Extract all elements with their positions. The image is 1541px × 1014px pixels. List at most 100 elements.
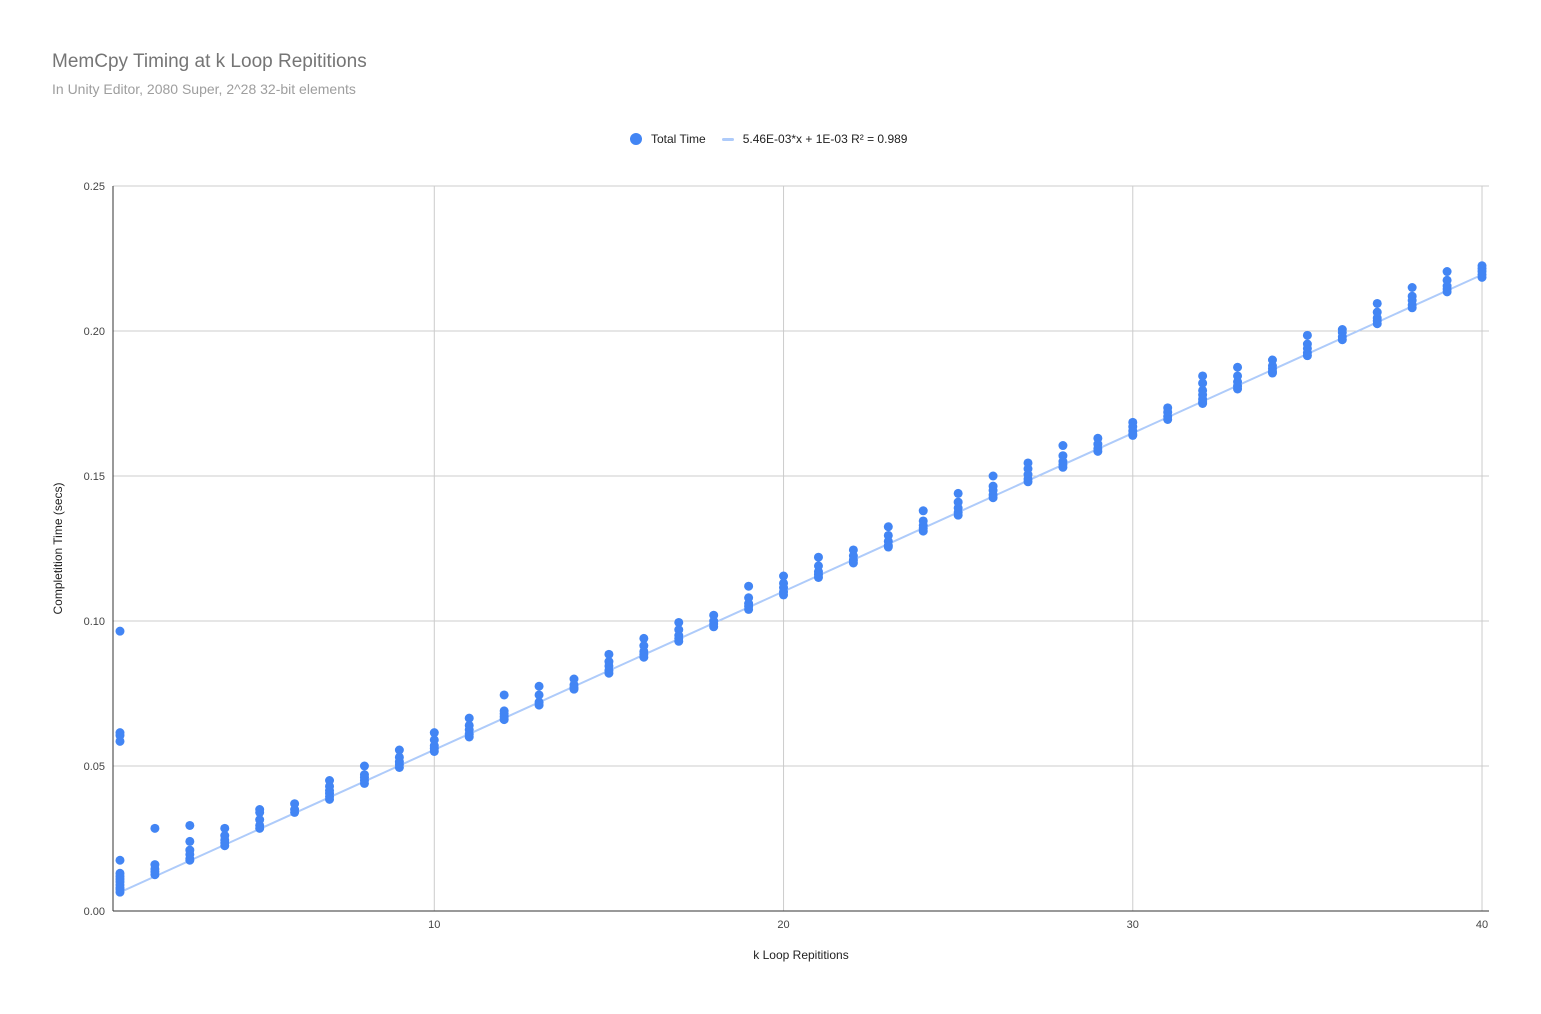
y-tick-label: 0.05 [84,761,105,773]
data-point [325,794,335,804]
legend-label-trendline: 5.46E-03*x + 1E-03 R² = 0.989 [742,132,908,146]
data-point [464,713,474,723]
y-tick-label: 0.15 [84,471,105,483]
data-point [1128,430,1138,440]
data-point [1407,303,1417,313]
data-point [569,684,579,694]
data-point [918,526,928,536]
data-point [988,493,998,503]
x-tick-label: 40 [1476,919,1488,931]
data-point [1058,441,1068,451]
data-point [220,841,230,851]
data-point [744,604,754,614]
trendline-layer [119,273,1483,894]
trendline [119,273,1483,894]
data-point [115,887,125,897]
data-point [1267,368,1277,378]
data-point [255,807,265,817]
data-point [1233,384,1243,394]
data-point [1372,298,1382,308]
data-point [115,855,125,865]
data-point [1198,399,1208,408]
x-tick-label: 20 [777,919,789,931]
data-point [813,552,823,562]
data-point [185,836,195,846]
x-tick-label: 10 [428,919,440,931]
data-point [394,745,404,755]
data-points [115,261,1487,897]
y-tick-label: 0.25 [84,181,105,193]
data-point [1093,446,1103,456]
data-point [534,690,544,700]
data-point [115,736,125,746]
data-point [953,510,963,520]
data-point [813,573,823,582]
y-tick-label: 0.10 [84,616,105,628]
data-point [883,522,893,532]
legend-item-total-time: Total Time [630,132,706,146]
data-point [779,571,789,581]
legend-label-total-time: Total Time [651,132,706,146]
data-point [1198,378,1208,388]
data-point [1372,319,1382,329]
data-point [499,715,509,725]
data-point [988,471,998,481]
data-point [464,732,474,742]
data-point [709,622,719,632]
data-point [604,649,614,659]
legend-trendline-marker [721,137,734,141]
y-axis-title: Completition Time (secs) [51,482,65,614]
chart-subtitle: In Unity Editor, 2080 Super, 2^28 32-bit… [52,81,356,97]
data-point [1337,335,1347,345]
data-point [359,778,369,788]
data-point [185,855,195,865]
data-point [499,690,509,700]
data-point [883,542,893,552]
data-point [150,870,160,880]
data-point [1442,287,1452,297]
data-point [674,636,684,646]
data-point [848,558,858,568]
data-point [290,807,300,817]
data-point [953,488,963,498]
data-point [779,590,789,600]
data-point [220,823,230,833]
data-point [674,617,684,627]
data-point [359,761,369,771]
y-tick-label: 0.00 [84,906,105,918]
data-point [185,820,195,830]
data-point [639,633,649,643]
data-point [744,581,754,591]
x-tick-label: 30 [1127,919,1139,931]
legend: Total Time 5.46E-03*x + 1E-03 R² = 0.989 [630,130,923,148]
data-point [1442,267,1452,277]
y-tick-label: 0.20 [84,326,105,338]
data-point [639,652,649,662]
legend-series-marker [630,133,642,145]
data-point [115,626,125,636]
data-point [918,506,928,516]
data-point [429,728,439,738]
axes [112,186,1489,912]
data-point [1023,477,1033,487]
tick-labels: 0.00 0.05 0.10 0.15 0.20 0.25 10 20 30 40 [84,181,1489,931]
data-point [1302,330,1312,340]
legend-item-trendline: 5.46E-03*x + 1E-03 R² = 0.989 [721,132,908,146]
data-point [1233,362,1243,372]
data-point [150,823,160,833]
data-point [255,823,265,833]
data-point [534,700,544,710]
data-point [1477,272,1487,282]
data-point [1198,371,1208,381]
grid-lines [113,185,1489,911]
x-axis-title: k Loop Repititions [753,948,848,962]
data-point [429,747,439,756]
data-point [1163,414,1173,424]
data-point [1407,283,1417,292]
data-point [394,762,404,772]
data-point [1058,462,1068,472]
data-point [534,681,544,691]
chart-title: MemCpy Timing at k Loop Repititions [52,51,367,72]
data-point [604,668,614,678]
